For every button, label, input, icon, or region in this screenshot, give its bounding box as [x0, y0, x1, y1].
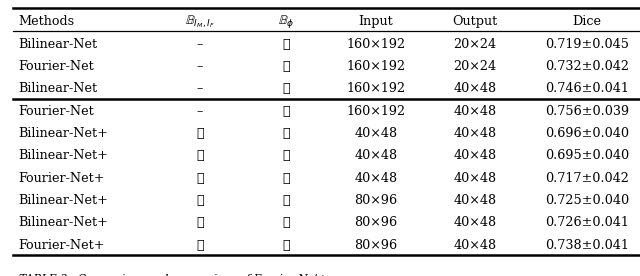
Text: Bilinear-Net+: Bilinear-Net+ [18, 127, 108, 140]
Text: ✗: ✗ [196, 149, 204, 162]
Text: 40×48: 40×48 [355, 149, 397, 162]
Text: 160×192: 160×192 [346, 60, 406, 73]
Text: Fourier-Net: Fourier-Net [18, 105, 93, 118]
Text: 20×24: 20×24 [454, 60, 497, 73]
Text: Bilinear-Net: Bilinear-Net [18, 38, 97, 51]
Text: –: – [197, 38, 203, 51]
Text: ✗: ✗ [283, 82, 290, 95]
Text: 40×48: 40×48 [454, 194, 497, 207]
Text: ✓: ✓ [283, 60, 290, 73]
Text: 0.695±0.040: 0.695±0.040 [545, 149, 629, 162]
Text: ✓: ✓ [196, 172, 204, 185]
Text: ✗: ✗ [283, 194, 290, 207]
Text: –: – [197, 105, 203, 118]
Text: 0.725±0.040: 0.725±0.040 [545, 194, 629, 207]
Text: Fourier-Net+: Fourier-Net+ [18, 172, 104, 185]
Text: ✗: ✗ [196, 127, 204, 140]
Text: Methods: Methods [18, 15, 74, 28]
Text: 40×48: 40×48 [454, 82, 497, 95]
Text: 20×24: 20×24 [454, 38, 497, 51]
Text: –: – [197, 82, 203, 95]
Text: 80×96: 80×96 [355, 216, 397, 229]
Text: $\mathbb{B}_{\phi}$: $\mathbb{B}_{\phi}$ [278, 13, 294, 30]
Text: $\mathbb{B}_{I_M,I_F}$: $\mathbb{B}_{I_M,I_F}$ [185, 14, 215, 30]
Text: 0.738±0.041: 0.738±0.041 [545, 239, 629, 252]
Text: 160×192: 160×192 [346, 105, 406, 118]
Text: Bilinear-Net+: Bilinear-Net+ [18, 216, 108, 229]
Text: 0.696±0.040: 0.696±0.040 [545, 127, 629, 140]
Text: 80×96: 80×96 [355, 239, 397, 252]
Text: –: – [197, 60, 203, 73]
Text: Output: Output [452, 15, 498, 28]
Text: Dice: Dice [573, 15, 602, 28]
Text: TABLE 3:  Comparison and comparison of Fourier-Net+: TABLE 3: Comparison and comparison of Fo… [19, 274, 328, 276]
Text: 0.726±0.041: 0.726±0.041 [545, 216, 629, 229]
Text: ✓: ✓ [283, 149, 290, 162]
Text: 40×48: 40×48 [454, 216, 497, 229]
Text: 40×48: 40×48 [454, 127, 497, 140]
Text: Bilinear-Net: Bilinear-Net [18, 82, 97, 95]
Text: ✗: ✗ [283, 127, 290, 140]
Text: 0.719±0.045: 0.719±0.045 [545, 38, 629, 51]
Text: 40×48: 40×48 [454, 172, 497, 185]
Text: 40×48: 40×48 [454, 149, 497, 162]
Text: 160×192: 160×192 [346, 38, 406, 51]
Text: 40×48: 40×48 [355, 127, 397, 140]
Text: ✗: ✗ [196, 194, 204, 207]
Text: ✓: ✓ [283, 105, 290, 118]
Text: ✗: ✗ [196, 216, 204, 229]
Text: ✓: ✓ [283, 172, 290, 185]
Text: Fourier-Net: Fourier-Net [18, 60, 93, 73]
Text: ✗: ✗ [283, 38, 290, 51]
Text: ✓: ✓ [196, 239, 204, 252]
Text: 80×96: 80×96 [355, 194, 397, 207]
Text: 40×48: 40×48 [355, 172, 397, 185]
Text: ✓: ✓ [283, 216, 290, 229]
Text: 0.746±0.041: 0.746±0.041 [545, 82, 629, 95]
Text: Bilinear-Net+: Bilinear-Net+ [18, 194, 108, 207]
Text: Fourier-Net+: Fourier-Net+ [18, 239, 104, 252]
Text: 0.756±0.039: 0.756±0.039 [545, 105, 629, 118]
Text: 0.732±0.042: 0.732±0.042 [545, 60, 629, 73]
Text: Input: Input [358, 15, 394, 28]
Text: 40×48: 40×48 [454, 239, 497, 252]
Text: 160×192: 160×192 [346, 82, 406, 95]
Text: 0.717±0.042: 0.717±0.042 [545, 172, 629, 185]
Text: 40×48: 40×48 [454, 105, 497, 118]
Text: Bilinear-Net+: Bilinear-Net+ [18, 149, 108, 162]
Text: ✓: ✓ [283, 239, 290, 252]
